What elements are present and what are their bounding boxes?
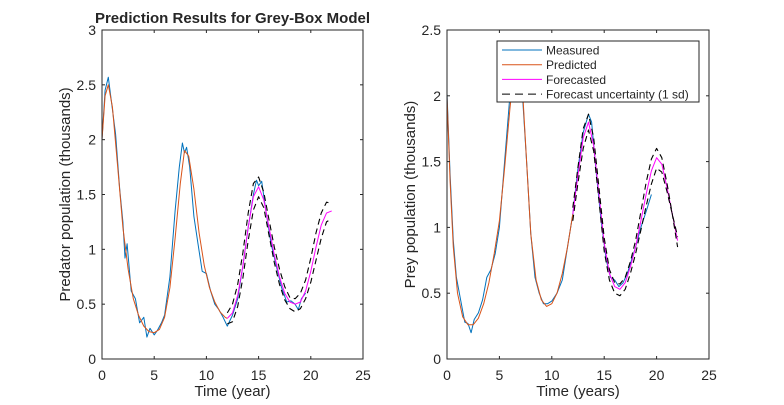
legend-box <box>496 40 700 103</box>
axes-frame <box>101 29 364 360</box>
prey-axes: 0 5 10 15 20 25 0 0.5 1 1.5 2 2.5 Time (years) Prey p… <box>402 22 717 400</box>
x-tick-label: 20 <box>649 367 665 383</box>
x-tick-label: 10 <box>199 367 215 383</box>
axes-frame <box>446 29 710 360</box>
series-measured <box>102 76 306 338</box>
series-forecasted <box>572 121 679 290</box>
series-forecast-uncertainty-1-sd <box>572 113 679 285</box>
series-group <box>102 76 332 338</box>
legend-entry: Measured <box>546 44 599 58</box>
series-forecast-uncertainty-lower <box>572 129 679 297</box>
legend-entry: Forecast uncertainty (1 sd) <box>546 88 689 102</box>
x-tick-label: 15 <box>251 367 267 383</box>
y-tick-label: 2.5 <box>77 77 97 93</box>
series-forecast-uncertainty-lower <box>227 196 332 325</box>
series-predicted <box>447 55 574 326</box>
y-tick-label: 1.5 <box>77 187 97 203</box>
y-tick-label: 2 <box>88 132 96 148</box>
y-axis-label: Predator population (thousands) <box>57 87 74 301</box>
x-tick-label: 5 <box>496 367 504 383</box>
y-tick-label: 0.5 <box>77 296 97 312</box>
y-tick-label: 0 <box>433 351 441 367</box>
y-tick-label: 2 <box>433 88 441 104</box>
x-tick-label: 25 <box>355 367 371 383</box>
legend-entry: Forecasted <box>546 73 606 87</box>
y-tick-label: 0.5 <box>422 285 442 301</box>
y-tick-label: 1 <box>88 241 96 257</box>
x-tick-label: 25 <box>701 367 717 383</box>
y-tick-label: 0 <box>88 351 96 367</box>
predator-axes: 0 5 10 15 20 25 0 0.5 1 1.5 2 2.5 3 Time (year) Predat… <box>57 10 371 400</box>
x-tick-label: 0 <box>443 367 451 383</box>
series-predicted <box>102 84 228 334</box>
series-group <box>447 55 679 334</box>
series-forecast-uncertainty-1-sd <box>226 176 332 314</box>
x-tick-label: 15 <box>596 367 612 383</box>
legend-entry: Predicted <box>546 58 597 72</box>
x-axis-label: Time (year) <box>194 383 270 400</box>
series-forecasted <box>226 186 332 319</box>
x-axis-label: Time (years) <box>536 383 620 400</box>
y-tick-label: 2.5 <box>422 22 442 38</box>
y-tick-label: 3 <box>88 22 96 38</box>
y-axis-label: Prey population (thousands) <box>402 101 419 289</box>
x-tick-label: 0 <box>98 367 106 383</box>
y-tick-label: 1 <box>433 219 441 235</box>
series-measured <box>447 62 652 334</box>
y-tick-label: 1.5 <box>422 154 442 170</box>
x-tick-label: 20 <box>303 367 319 383</box>
x-tick-label: 10 <box>544 367 560 383</box>
x-tick-label: 5 <box>150 367 158 383</box>
chart-title: Prediction Results for Grey-Box Model <box>95 10 370 27</box>
